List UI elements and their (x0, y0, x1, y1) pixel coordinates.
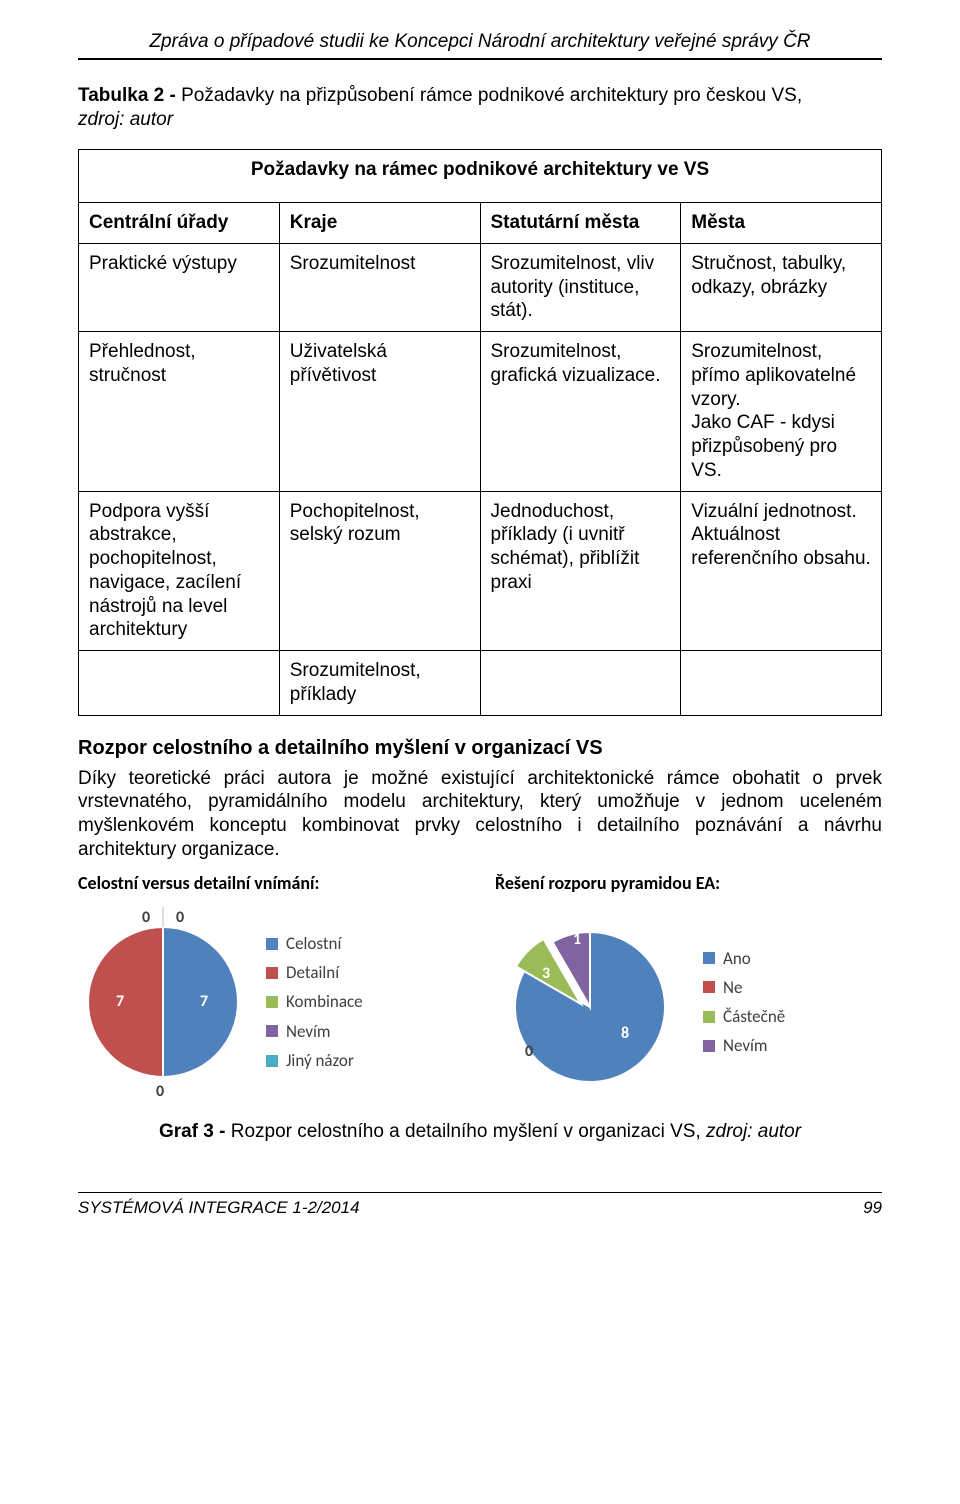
table2-caption-text: Požadavky na přizpůsobení rámce podnikov… (181, 85, 802, 106)
cell: Pochopitelnost, selský rozum (279, 491, 480, 651)
legend-label: Kombinace (286, 991, 363, 1012)
footer-journal: SYSTÉMOVÁ INTEGRACE 1-2/2014 (78, 1197, 360, 1218)
swatch-icon (703, 1040, 715, 1052)
table-inner-title: Požadavky na rámec podnikové architektur… (89, 158, 871, 182)
cell: Srozumitelnost, vliv autority (instituce… (480, 243, 681, 331)
chart-right-legend: Ano Ne Částečně Nevím (703, 948, 785, 1057)
legend-item: Ne (703, 977, 785, 998)
section-heading: Rozpor celostního a detailního myšlení v… (78, 736, 882, 761)
table2-caption-prefix: Tabulka 2 - (78, 85, 181, 106)
chart-left-pie: 7 7 0 0 0 (78, 902, 248, 1102)
legend-item: Nevím (266, 1021, 363, 1042)
swatch-icon (266, 938, 278, 950)
table-row: Podpora vyšší abstrakce, pochopitelnost,… (79, 491, 882, 651)
th-mesta: Města (681, 203, 882, 244)
legend-label: Nevím (723, 1035, 768, 1056)
swatch-icon (703, 1011, 715, 1023)
running-header: Zpráva o případové studii ke Koncepci Ná… (78, 30, 882, 60)
legend-label: Detailní (286, 962, 339, 983)
legend-label: Ano (723, 948, 751, 969)
legend-label: Celostní (286, 933, 341, 954)
legend-item: Kombinace (266, 991, 363, 1012)
swatch-icon (266, 1025, 278, 1037)
legend-item: Detailní (266, 962, 363, 983)
table2-caption: Tabulka 2 - Požadavky na přizpůsobení rá… (78, 84, 882, 132)
table2-caption-source: zdroj: autor (78, 109, 173, 130)
th-central: Centrální úřady (79, 203, 280, 244)
cell: Stručnost, tabulky, odkazy, obrázky (681, 243, 882, 331)
chart-right: Řešení rozporu pyramidou EA: (495, 872, 882, 1103)
swatch-icon (703, 952, 715, 964)
chart-left-title: Celostní versus detailní vnímání: (78, 872, 465, 895)
legend-item: Ano (703, 948, 785, 969)
legend-label: Ne (723, 977, 742, 998)
legend-item: Nevím (703, 1035, 785, 1056)
label-ano: 8 (621, 1024, 629, 1044)
cell (79, 651, 280, 716)
chart-right-title: Řešení rozporu pyramidou EA: (495, 872, 882, 895)
cell: Uživatelská přívětivost (279, 332, 480, 492)
table-row: Srozumitelnost, příklady (79, 651, 882, 716)
cell: Srozumitelnost (279, 243, 480, 331)
cell: Praktické výstupy (79, 243, 280, 331)
legend-label: Jiný názor (286, 1050, 354, 1071)
footer-page-number: 99 (863, 1197, 882, 1218)
swatch-icon (266, 967, 278, 979)
requirements-table: Požadavky na rámec podnikové architektur… (78, 149, 882, 715)
section-paragraph: Díky teoretické práci autora je možné ex… (78, 767, 882, 862)
label-castecne: 3 (542, 964, 550, 984)
cell: Vizuální jednotnost. Aktuálnost referenč… (681, 491, 882, 651)
cell: Srozumitelnost, přímo aplikovatelné vzor… (681, 332, 882, 492)
th-statutarni: Statutární města (480, 203, 681, 244)
table-inner-title-row: Požadavky na rámec podnikové architektur… (79, 150, 882, 203)
table-header-row: Centrální úřady Kraje Statutární města M… (79, 203, 882, 244)
swatch-icon (266, 996, 278, 1008)
swatch-icon (703, 981, 715, 993)
chart-left-legend: Celostní Detailní Kombinace Nevím Jiný n… (266, 933, 363, 1071)
th-kraje: Kraje (279, 203, 480, 244)
label-celostni: 7 (200, 992, 208, 1012)
cell: Srozumitelnost, grafická vizualizace. (480, 332, 681, 492)
legend-item: Jiný názor (266, 1050, 363, 1071)
label-detailni: 7 (116, 992, 124, 1012)
swatch-icon (266, 1055, 278, 1067)
legend-item: Částečně (703, 1006, 785, 1027)
chart-left: Celostní versus detailní vnímání: 7 7 (78, 872, 465, 1103)
slice-detailni (88, 927, 163, 1077)
label-zero-2: 0 (176, 908, 184, 928)
cell (681, 651, 882, 716)
cell: Jednoduchost, příklady (i uvnitř schémat… (480, 491, 681, 651)
legend-item: Celostní (266, 933, 363, 954)
legend-label: Nevím (286, 1021, 331, 1042)
cell: Přehlednost, stručnost (79, 332, 280, 492)
cell: Srozumitelnost, příklady (279, 651, 480, 716)
legend-label: Částečně (723, 1006, 785, 1027)
figure3-caption-text: Rozpor celostního a detailního myšlení v… (231, 1121, 706, 1142)
chart-right-pie: 8 0 3 1 (495, 902, 685, 1102)
charts-row: Celostní versus detailní vnímání: 7 7 (78, 872, 882, 1103)
figure3-caption: Graf 3 - Rozpor celostního a detailního … (78, 1120, 882, 1144)
label-nevim: 1 (573, 930, 581, 950)
table-row: Praktické výstupy Srozumitelnost Srozumi… (79, 243, 882, 331)
label-zero-3: 0 (156, 1082, 164, 1102)
figure3-caption-prefix: Graf 3 - (159, 1121, 231, 1142)
figure3-caption-source: zdroj: autor (706, 1121, 801, 1142)
table-row: Přehlednost, stručnost Uživatelská přívě… (79, 332, 882, 492)
cell (480, 651, 681, 716)
label-zero-1: 0 (142, 908, 150, 928)
label-ne: 0 (525, 1042, 533, 1062)
cell: Podpora vyšší abstrakce, pochopitelnost,… (79, 491, 280, 651)
page-footer: SYSTÉMOVÁ INTEGRACE 1-2/2014 99 (78, 1192, 882, 1218)
